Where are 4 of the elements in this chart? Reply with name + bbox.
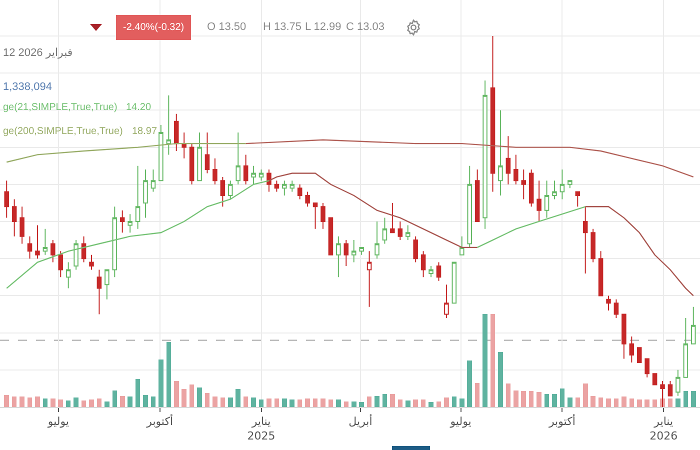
- candlestick: [691, 306, 696, 344]
- bar: [683, 391, 688, 407]
- candlestick: [683, 317, 688, 378]
- bar: [690, 391, 696, 407]
